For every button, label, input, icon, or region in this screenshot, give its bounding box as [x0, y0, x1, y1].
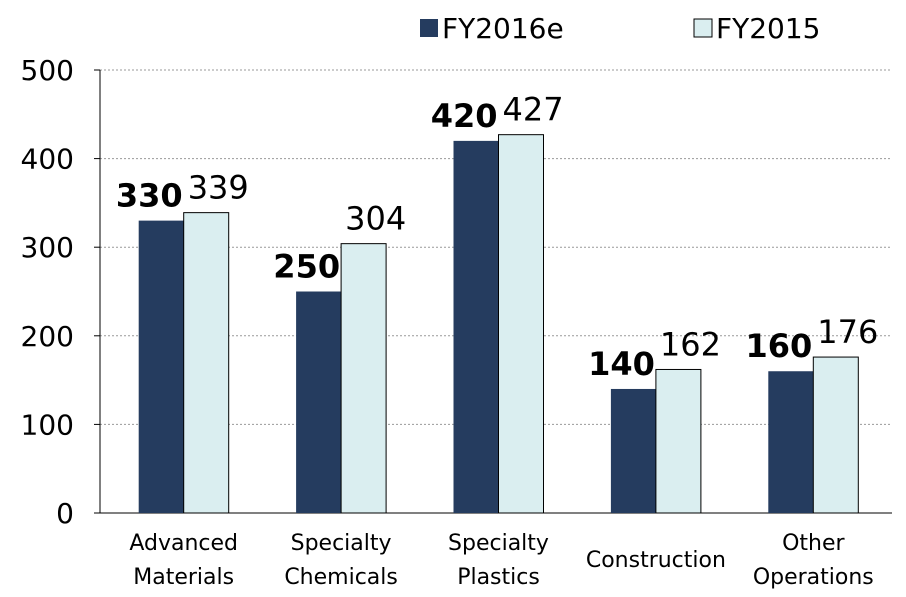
- bar: [138, 220, 184, 513]
- bar: [498, 134, 544, 514]
- x-tick-label: Construction: [585, 548, 726, 573]
- value-label: 304: [345, 200, 406, 238]
- bar: [655, 368, 702, 514]
- x-tick-label: Advanced Materials: [129, 531, 239, 590]
- value-label: 250: [273, 248, 340, 286]
- y-tick-label: 200: [21, 320, 74, 353]
- legend-swatch: [693, 18, 713, 38]
- value-label: 420: [431, 97, 498, 135]
- x-tick-label: Specialty Chemicals: [284, 531, 398, 590]
- value-label: 162: [660, 325, 721, 363]
- legend-label: FY2015: [716, 12, 820, 45]
- value-label: 339: [188, 169, 249, 207]
- y-tick-label: 300: [21, 231, 74, 264]
- legend-swatch: [420, 19, 438, 37]
- bar: [768, 371, 814, 513]
- value-label: 330: [116, 177, 183, 215]
- y-tick-label: 400: [21, 143, 74, 176]
- value-label: 427: [503, 91, 564, 129]
- y-tick-label: 0: [56, 497, 74, 530]
- value-label: 176: [817, 313, 878, 351]
- bar: [340, 243, 387, 514]
- bar: [453, 140, 499, 513]
- y-tick-label: 500: [21, 54, 74, 87]
- bar: [296, 291, 342, 513]
- value-label: 160: [746, 327, 813, 365]
- bar: [183, 212, 230, 514]
- bar: [812, 356, 859, 514]
- legend-label: FY2016e: [442, 12, 564, 45]
- x-tick-label: Specialty Plastics: [448, 531, 549, 590]
- bar: [610, 388, 656, 513]
- value-label: 140: [588, 345, 655, 383]
- y-tick-label: 100: [21, 408, 74, 441]
- x-tick-label: Other Operations: [752, 531, 874, 590]
